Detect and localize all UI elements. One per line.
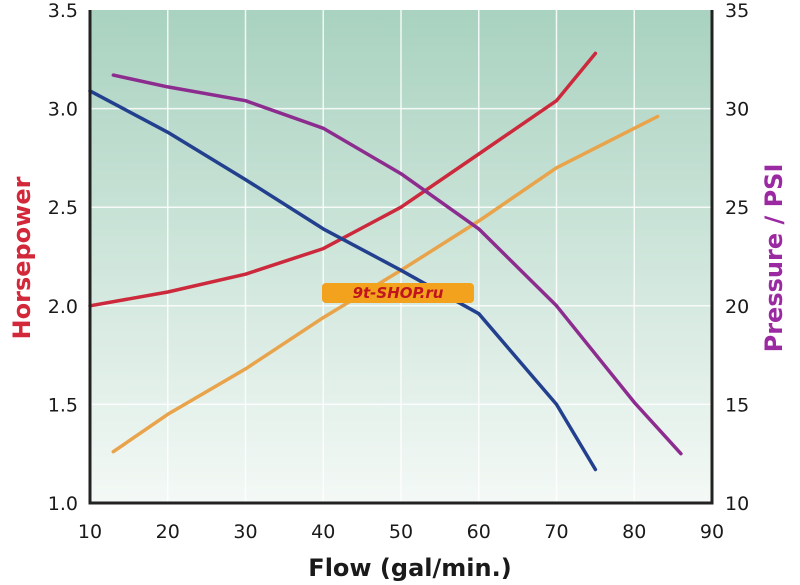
x-tick-label-0: 10 xyxy=(78,521,102,543)
watermark-text: 9t-SHOP.ru xyxy=(353,284,444,302)
x-tick-label-1: 20 xyxy=(156,521,180,543)
y-right-tick-label-3: 25 xyxy=(725,197,749,219)
y-axis-left-label: Horsepower xyxy=(8,176,36,339)
x-tick-label-8: 90 xyxy=(700,521,724,543)
y-right-tick-label-0: 10 xyxy=(725,493,749,515)
x-tick-label-6: 70 xyxy=(544,521,568,543)
series-line-3 xyxy=(111,73,683,456)
y-right-tick-label-4: 30 xyxy=(725,99,749,121)
y-left-tick-label-1: 1.5 xyxy=(48,394,78,416)
x-tick-labels: 10 20 30 40 50 60 70 80 90 xyxy=(78,521,724,543)
y-left-tick-label-3: 2.5 xyxy=(48,197,78,219)
axes xyxy=(88,10,714,505)
y-left-tick-label-2: 2.0 xyxy=(48,296,78,318)
y-right-tick-label-5: 35 xyxy=(725,0,749,22)
y-right-tick-labels: 10 15 20 25 30 35 xyxy=(725,0,749,515)
x-axis-label: Flow (gal/min.) xyxy=(308,554,511,582)
x-tick-label-5: 60 xyxy=(467,521,491,543)
x-tick-label-3: 40 xyxy=(311,521,335,543)
watermark: 9t-SHOP.ru xyxy=(322,283,474,303)
y-left-tick-labels: 1.0 1.5 2.0 2.5 3.0 3.5 xyxy=(48,0,78,515)
y-left-tick-label-0: 1.0 xyxy=(48,493,78,515)
x-tick-label-7: 80 xyxy=(622,521,646,543)
series-line-2 xyxy=(88,89,598,472)
x-tick-label-2: 30 xyxy=(233,521,257,543)
y-right-tick-label-2: 20 xyxy=(725,296,749,318)
y-right-tick-label-1: 15 xyxy=(725,394,749,416)
y-left-tick-label-5: 3.5 xyxy=(48,0,78,22)
x-tick-label-4: 50 xyxy=(389,521,413,543)
y-axis-right-label: Pressure / PSI xyxy=(760,164,788,353)
series-line-0 xyxy=(88,51,598,308)
y-left-tick-label-4: 3.0 xyxy=(48,99,78,121)
